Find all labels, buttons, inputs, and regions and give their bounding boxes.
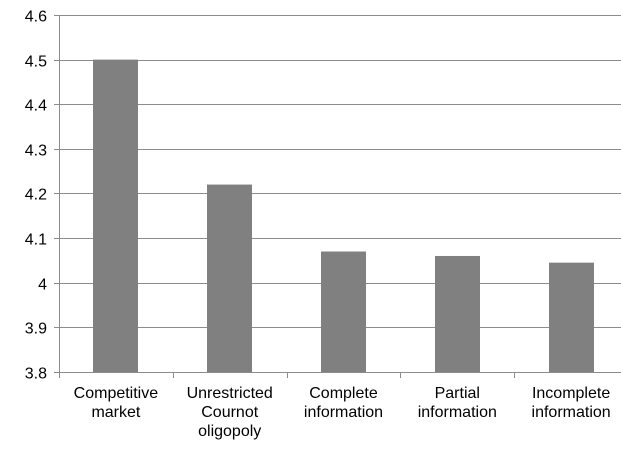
x-category-label-line: Unrestricted (187, 385, 273, 402)
x-category-label-line: market (91, 404, 140, 421)
bar (435, 255, 480, 372)
bars (93, 59, 594, 372)
y-tick-label: 4 (38, 277, 47, 294)
y-tick-label: 4.3 (25, 143, 47, 160)
x-category-label-line: Cournot (201, 404, 258, 421)
x-category-label: Complete information (304, 385, 383, 421)
x-category-label-line: oligopoly (198, 423, 261, 440)
gridlines (59, 15, 621, 328)
x-category-label: Incomplete information (532, 385, 611, 421)
y-tick-label: 4.2 (25, 187, 47, 204)
x-category-label: Partial information (418, 385, 497, 421)
x-category-label-line: Partial (435, 385, 480, 402)
x-category-label-line: Competitive (74, 385, 159, 402)
y-tick-label: 4.1 (25, 232, 47, 249)
y-tick-label: 3.8 (25, 366, 47, 383)
x-category-label-line: information (304, 404, 383, 421)
y-tick-label: 3.9 (25, 321, 47, 338)
y-axis-ticks: 3.8 3.9 4 4.1 4.2 4.3 4.4 4.5 4.6 (25, 9, 47, 383)
y-tick-label: 4.5 (25, 54, 47, 71)
bar (93, 59, 138, 372)
x-axis-category-labels: Competitive market Unrestricted Cournot olig… (74, 385, 611, 440)
bar (321, 251, 366, 372)
y-tick-label: 4.4 (25, 98, 47, 115)
axes (54, 15, 621, 378)
x-category-label: Unrestricted Cournot oligopoly (187, 385, 273, 440)
bar (207, 184, 252, 372)
x-category-label-line: Incomplete (532, 385, 610, 402)
bar (549, 262, 594, 372)
x-category-label-line: information (418, 404, 497, 421)
x-category-label: Competitive market (74, 385, 159, 421)
y-tick-label: 4.6 (25, 9, 47, 26)
x-category-label-line: Complete (309, 385, 378, 402)
x-category-label-line: information (532, 404, 611, 421)
